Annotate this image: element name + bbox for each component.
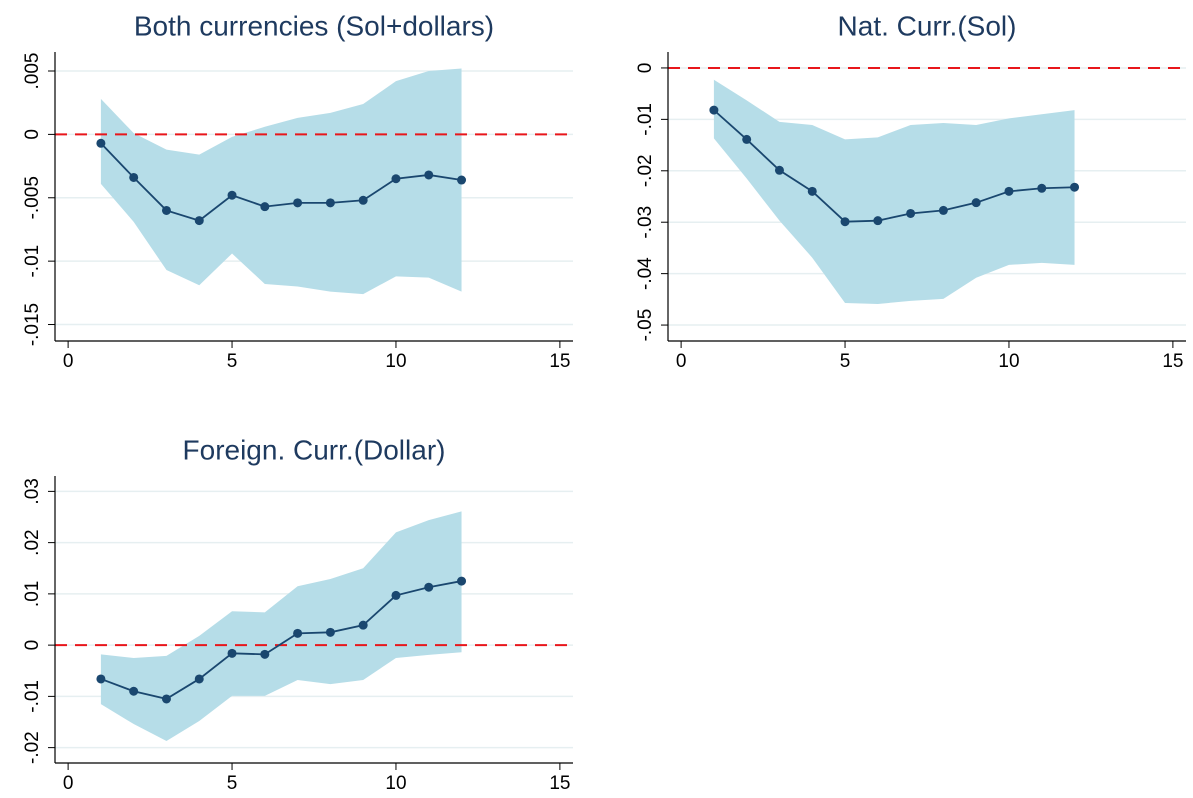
point <box>457 175 467 185</box>
point <box>96 138 106 148</box>
point <box>325 198 335 208</box>
y-tick-label: 0 <box>22 129 43 140</box>
x-tick-label: 5 <box>227 773 238 794</box>
y-tick-label: -.04 <box>635 257 656 290</box>
y-tick-label: -.02 <box>22 731 43 764</box>
panel: Foreign. Curr.(Dollar) -.02 -.01 0 .01 .02 .03… <box>22 434 573 794</box>
point <box>194 216 204 226</box>
x-tick-label: 5 <box>840 351 851 372</box>
panel: Both currencies (Sol+dollars) -.015 -.01 -.… <box>22 10 573 372</box>
y-tick-label: 0 <box>22 640 43 651</box>
x-tick-label: 15 <box>1162 351 1183 372</box>
point <box>161 694 171 704</box>
point <box>873 216 883 226</box>
point <box>161 205 171 215</box>
y-tick-label: .02 <box>22 529 43 555</box>
chart-title: Both currencies (Sol+dollars) <box>134 10 494 41</box>
point <box>325 627 335 637</box>
y-tick-label: -.01 <box>22 245 43 278</box>
x-tick-label: 0 <box>63 351 74 372</box>
point <box>807 186 817 196</box>
confidence-band <box>100 68 462 295</box>
point <box>742 134 752 144</box>
y-tick-label: -.015 <box>22 303 43 346</box>
x-tick-label: 10 <box>385 773 406 794</box>
line <box>100 580 462 700</box>
point <box>906 208 916 218</box>
point <box>129 172 139 182</box>
point <box>358 620 368 630</box>
point <box>260 649 270 659</box>
point <box>96 674 106 684</box>
y-tick-label: .01 <box>22 581 43 607</box>
point <box>358 195 368 205</box>
y-tick-label: .005 <box>22 53 43 90</box>
panel: Nat. Curr.(Sol) -.05 -.04 -.03 -.02 -.01 0 0 5 10… <box>635 10 1186 372</box>
line <box>713 109 1075 223</box>
y-tick-label: -.01 <box>22 680 43 713</box>
x-tick-label: 0 <box>63 773 74 794</box>
point <box>971 198 981 208</box>
point <box>194 674 204 684</box>
point <box>840 217 850 227</box>
x-tick-label: 5 <box>227 351 238 372</box>
x-tick-label: 10 <box>998 351 1019 372</box>
point <box>709 105 719 115</box>
y-tick-label: 0 <box>635 63 656 74</box>
line <box>100 142 462 222</box>
x-tick-label: 15 <box>549 351 570 372</box>
x-tick-label: 10 <box>385 351 406 372</box>
y-tick-label: -.05 <box>635 309 656 342</box>
x-tick-label: 15 <box>549 773 570 794</box>
point <box>424 170 434 180</box>
point <box>391 174 401 184</box>
point <box>1070 182 1080 192</box>
point <box>227 648 237 658</box>
y-tick-label: -.01 <box>635 103 656 136</box>
y-tick-label: -.02 <box>635 154 656 187</box>
y-tick-label: -.005 <box>22 176 43 219</box>
point <box>260 202 270 212</box>
point <box>1037 183 1047 193</box>
chart-title: Foreign. Curr.(Dollar) <box>183 434 446 465</box>
confidence-band <box>100 511 462 741</box>
confidence-band <box>713 79 1075 304</box>
point <box>129 686 139 696</box>
x-tick-label: 0 <box>676 351 687 372</box>
chart-title: Nat. Curr.(Sol) <box>838 10 1017 41</box>
point <box>293 198 303 208</box>
point <box>938 205 948 215</box>
point <box>293 628 303 638</box>
point <box>774 165 784 175</box>
point <box>424 582 434 592</box>
y-tick-label: .03 <box>22 478 43 504</box>
point <box>457 576 467 586</box>
y-tick-label: -.03 <box>635 206 656 239</box>
point <box>391 590 401 600</box>
point <box>1004 186 1014 196</box>
point <box>227 190 237 200</box>
